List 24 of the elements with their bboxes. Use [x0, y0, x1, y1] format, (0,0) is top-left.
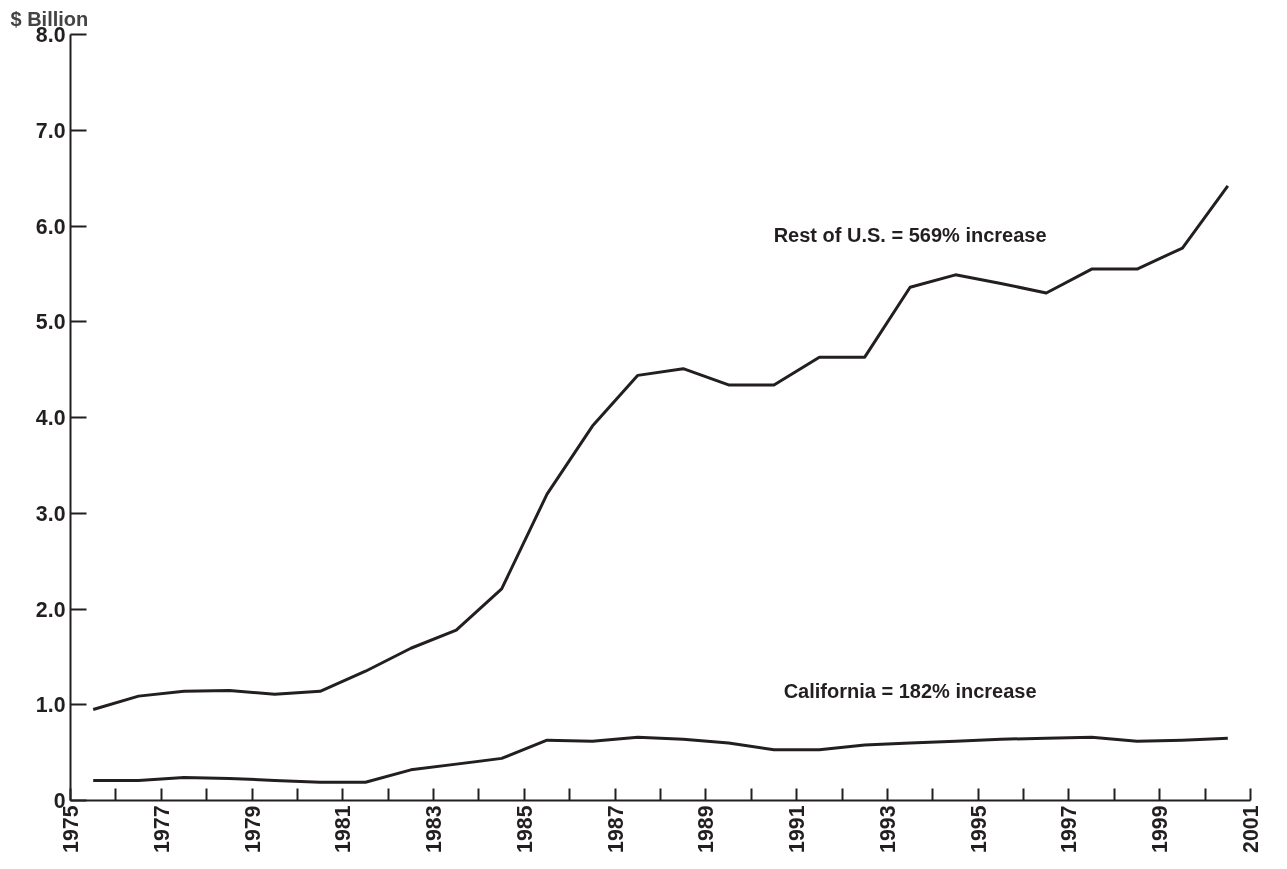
- y-tick-label: 4.0: [35, 406, 66, 430]
- line-series: [91, 184, 1230, 712]
- x-tick-label: 1987: [603, 805, 628, 853]
- y-tick-label: 6.0: [35, 214, 66, 239]
- x-tick-label: 1995: [966, 805, 991, 853]
- x-tick-label: 1999: [1148, 805, 1173, 853]
- text: Rest of U.S. = 569% increase: [773, 224, 1047, 247]
- x-tick-label: 1997: [1057, 805, 1082, 853]
- y-tick-label: 1.0: [35, 693, 66, 718]
- y-tick-label: 3.0: [35, 501, 66, 526]
- x-tick-label: 1985: [512, 805, 537, 853]
- y-tick-label: 7.0: [35, 118, 66, 143]
- x-tick-label: 1991: [785, 805, 810, 853]
- y-tick-label: 5.0: [35, 310, 66, 335]
- x-tick-label: 1979: [240, 805, 265, 853]
- x-tick-label: 1981: [331, 805, 356, 853]
- y-tick-label: 2.0: [35, 597, 66, 622]
- series-label: California = 182% increase: [783, 680, 1037, 703]
- x-tick-label: 1983: [422, 805, 447, 853]
- x-tick-label: 1993: [875, 805, 900, 853]
- x-tick-label: 1989: [694, 805, 719, 853]
- x-tick-label: 1977: [149, 805, 174, 853]
- line-series: [91, 735, 1230, 784]
- x-tick-label: 2001: [1239, 805, 1263, 853]
